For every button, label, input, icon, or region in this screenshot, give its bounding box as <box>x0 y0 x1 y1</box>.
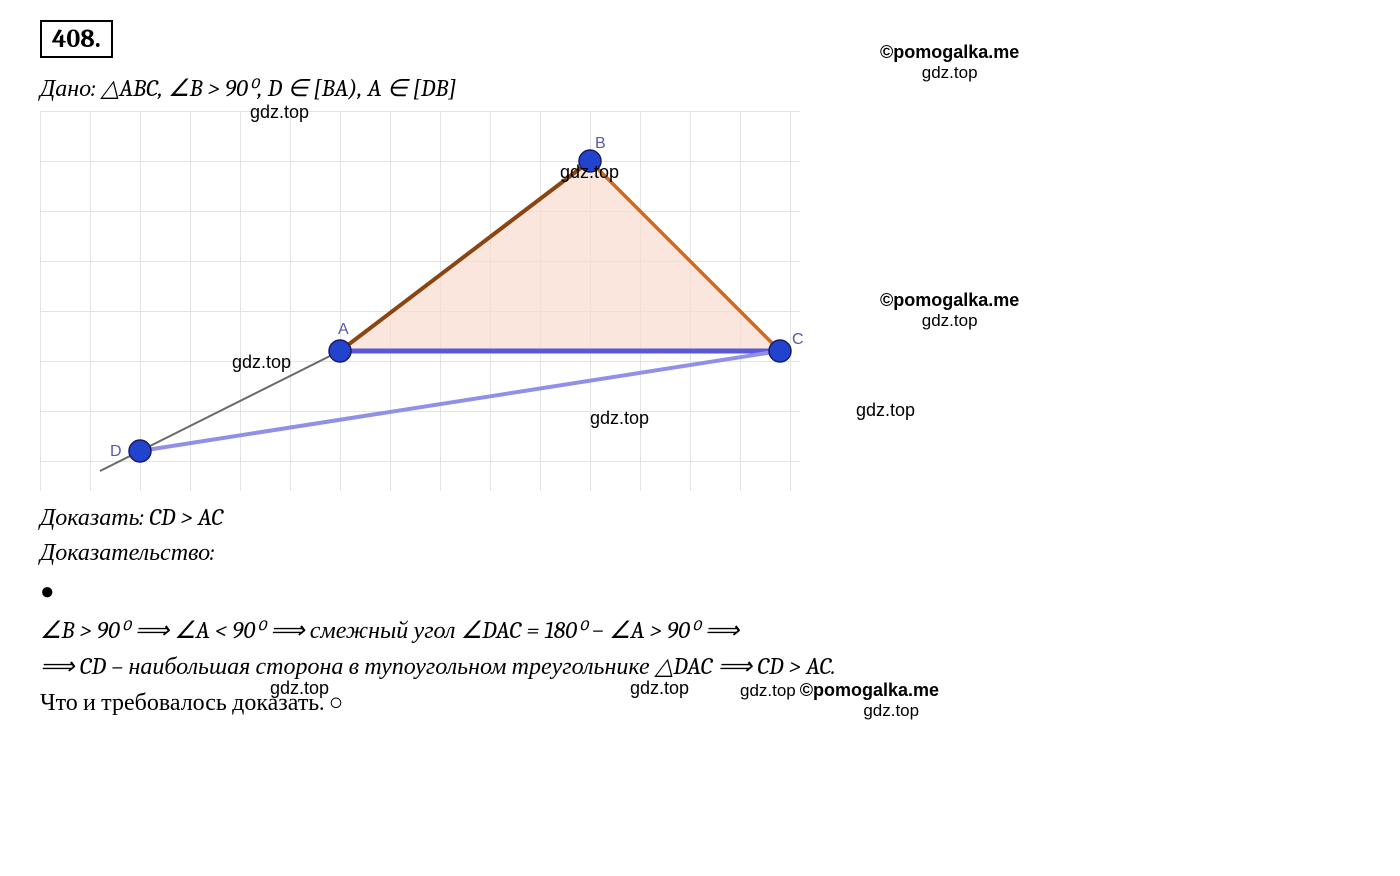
gdz-watermark: gdz.top <box>856 400 915 421</box>
triangle-fill <box>340 161 780 351</box>
given-statement: Дано: △ABC, ∠B > 90⁰, D ∈ [BA), A ∈ [DB] <box>40 74 1360 103</box>
proof-line2: ⟹ CD – наибольшая сторона в тупоугольном… <box>40 652 836 680</box>
vertex-a <box>329 340 351 362</box>
geometry-diagram: A B C D <box>40 111 800 491</box>
given-label: Дано <box>40 74 91 102</box>
gdz-watermark: gdz.top <box>250 102 309 123</box>
proof-header: Доказательство: <box>40 538 1360 567</box>
proof-colon: : <box>210 538 214 566</box>
label-d: D <box>110 443 122 461</box>
vertex-d <box>129 440 151 462</box>
prove-label: Доказать <box>40 503 140 531</box>
bullet: ● <box>40 577 1360 606</box>
prove-statement: Доказать: CD > AC <box>40 503 1360 532</box>
copyright-watermark: ©pomogalka.megdz.top <box>880 42 1019 83</box>
vertex-c <box>769 340 791 362</box>
label-b: B <box>595 135 606 153</box>
proof-label: Доказательство <box>40 538 210 566</box>
diagram-svg <box>40 111 800 491</box>
copyright-watermark: ©pomogalka.megdz.top <box>880 290 1019 331</box>
given-math: : △ABC, ∠B > 90⁰, D ∈ [BA), A ∈ [DB] <box>91 74 456 102</box>
problem-number-text: 408 <box>52 24 95 54</box>
proof-line1: ∠B > 90⁰ ⟹ ∠A < 90⁰ ⟹ смежный угол ∠DAC … <box>40 616 739 644</box>
prove-math: : CD > AC <box>140 503 224 531</box>
copyright-watermark: gdz.top©pomogalka.megdz.top <box>740 680 939 721</box>
gdz-watermark: gdz.top <box>560 162 619 183</box>
gdz-watermark: gdz.top <box>630 678 689 699</box>
problem-number: 408. <box>40 20 113 58</box>
gdz-watermark: gdz.top <box>590 408 649 429</box>
proof-body: ∠B > 90⁰ ⟹ ∠A < 90⁰ ⟹ смежный угол ∠DAC … <box>40 612 1360 684</box>
gdz-watermark: gdz.top <box>232 352 291 373</box>
label-a: A <box>338 321 349 339</box>
qed: Что и требовалось доказать. ○ <box>40 688 1360 717</box>
gdz-watermark: gdz.top <box>270 678 329 699</box>
label-c: C <box>792 331 804 349</box>
